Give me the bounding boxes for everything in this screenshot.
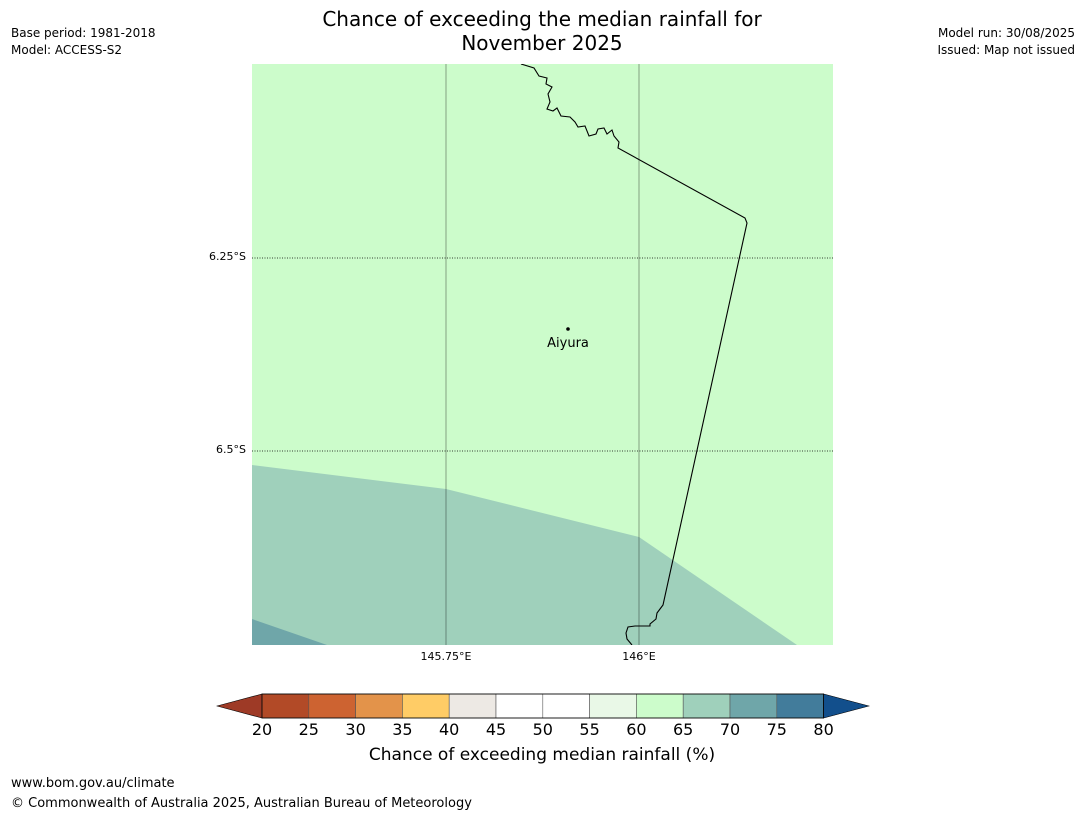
colorbar-tick-label: 75: [766, 720, 787, 739]
colorbar-tick-label: 20: [251, 720, 273, 739]
colorbar-tick-label: 45: [485, 720, 507, 739]
colorbar-segment: [261, 693, 310, 719]
model-text: Model: ACCESS-S2: [11, 43, 123, 57]
city-label-aiyura: Aiyura: [547, 336, 589, 351]
colorbar-tick-label: 70: [719, 720, 741, 739]
colorbar-segment: [355, 693, 403, 719]
colorbar-under-arrow: [216, 693, 263, 719]
issued-text: Issued: Map not issued: [937, 43, 1075, 57]
colorbar-segment: [308, 693, 356, 719]
meta-left: Base period: 1981-2018 Model: ACCESS-S2: [11, 25, 156, 59]
lat-label-6-5: 6.5°S: [216, 443, 246, 456]
region-70-75: [252, 619, 327, 645]
colorbar-tick-label: 80: [813, 720, 834, 739]
base-period-text: Base period: 1981-2018: [11, 26, 156, 40]
lat-label-6-25: 6.25°S: [209, 250, 246, 263]
colorbar-tick-label: 40: [439, 720, 460, 739]
colorbar-segment: [542, 693, 590, 719]
colorbar-segment: [776, 693, 824, 719]
colorbar: [216, 693, 870, 719]
title-line-2: November 2025: [461, 31, 623, 55]
rainfall-map: [252, 64, 833, 645]
country-border: [520, 64, 748, 645]
colorbar-segment: [589, 693, 637, 719]
colorbar-tick-label: 35: [392, 720, 413, 739]
colorbar-over-arrow: [823, 693, 870, 719]
colorbar-tick-label: 30: [345, 720, 366, 739]
colorbar-tick-label: 65: [673, 720, 694, 739]
lon-label-146: 146°E: [622, 650, 656, 663]
colorbar-label: Chance of exceeding median rainfall (%): [368, 745, 716, 765]
colorbar-segment: [636, 693, 684, 719]
lon-label-145-75: 145.75°E: [420, 650, 472, 663]
aiyura-marker: [566, 327, 570, 331]
footer-copyright: © Commonwealth of Australia 2025, Austra…: [11, 796, 472, 811]
title-line-1: Chance of exceeding the median rainfall …: [322, 7, 762, 31]
colorbar-tick-label: 50: [532, 720, 553, 739]
colorbar-tick-label: 55: [579, 720, 600, 739]
region-65-70: [252, 465, 797, 645]
colorbar-tick-label: 25: [298, 720, 319, 739]
colorbar-segment: [402, 693, 450, 719]
colorbar-segment: [682, 693, 731, 719]
colorbar-segment: [495, 693, 544, 719]
map-title: Chance of exceeding the median rainfall …: [242, 7, 842, 55]
colorbar-tick-label: 60: [626, 720, 647, 739]
model-run-text: Model run: 30/08/2025: [937, 26, 1075, 40]
colorbar-segment: [448, 693, 497, 719]
colorbar-outline: [261, 693, 824, 719]
footer-url: www.bom.gov.au/climate: [11, 776, 175, 791]
meta-right: Model run: 30/08/2025 Issued: Map not is…: [937, 25, 1075, 59]
colorbar-segment: [729, 693, 778, 719]
